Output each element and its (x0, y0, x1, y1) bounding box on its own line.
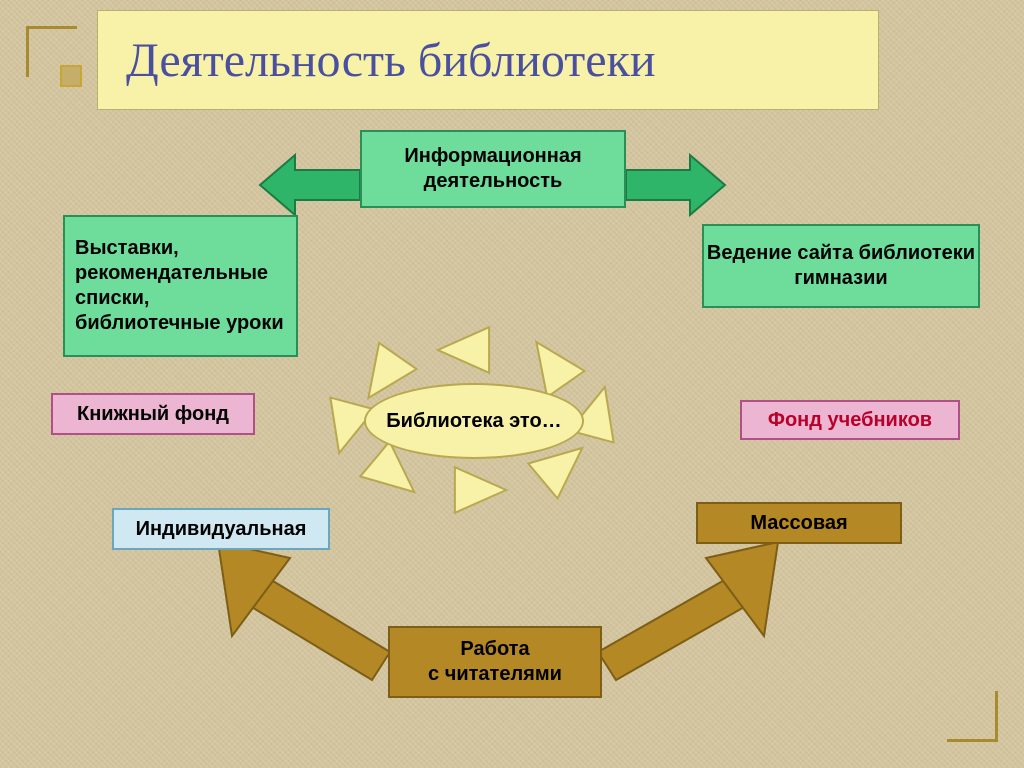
arrow-readers-to-individual (218, 542, 390, 680)
slide-title: Деятельность библиотеки (98, 33, 656, 88)
title-bullet (60, 65, 82, 87)
box-readers: Работа с читателями (388, 626, 602, 698)
center-ellipse-label: Библиотека это… (386, 410, 561, 433)
box-bookfund-label: Книжный фонд (77, 402, 229, 427)
slide-root: Деятельность библиотеки Информационная д… (0, 0, 1024, 768)
corner-decoration-br (947, 691, 998, 742)
slide-title-box: Деятельность библиотеки (97, 10, 879, 110)
box-website: Ведение сайта библиотеки гимназии (702, 224, 980, 308)
box-info-activity-label: Информационная деятельность (362, 144, 624, 194)
arrow-readers-to-mass (598, 542, 778, 680)
center-ellipse: Библиотека это… (364, 383, 584, 459)
box-bookfund: Книжный фонд (51, 393, 255, 435)
box-individual: Индивидуальная (112, 508, 330, 550)
box-mass: Массовая (696, 502, 902, 544)
arrow-info-to-website (626, 155, 725, 215)
box-website-label: Ведение сайта библиотеки гимназии (704, 241, 978, 291)
box-textbooks: Фонд учебников (740, 400, 960, 440)
box-info-activity: Информационная деятельность (360, 130, 626, 208)
box-readers-label: Работа с читателями (428, 637, 562, 687)
sun-ray (455, 467, 506, 513)
sun-ray (438, 327, 489, 373)
box-mass-label: Массовая (750, 511, 847, 536)
box-exhibits-label: Выставки, рекомендательные списки, библи… (75, 236, 286, 336)
box-exhibits: Выставки, рекомендательные списки, библи… (63, 215, 298, 357)
box-individual-label: Индивидуальная (136, 517, 307, 542)
arrow-info-to-exhibits (260, 155, 360, 215)
box-textbooks-label: Фонд учебников (768, 408, 932, 433)
